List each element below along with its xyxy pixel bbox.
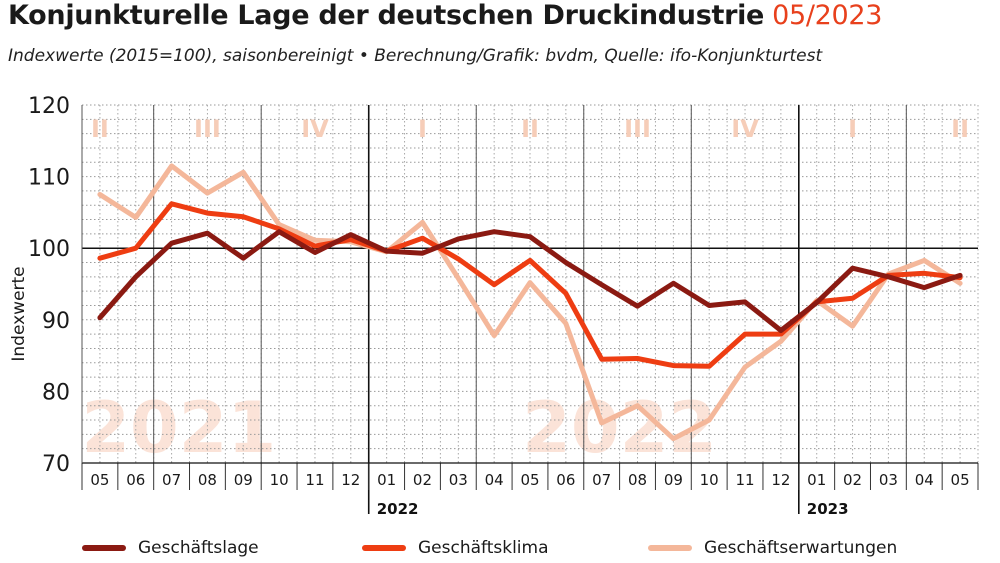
x-tick-label: 02 — [413, 471, 432, 489]
x-tick-label: 04 — [485, 471, 504, 489]
x-tick-label: 05 — [90, 471, 109, 489]
legend-swatch-geschaeftsklima — [362, 545, 406, 551]
legend-label-geschaeftslage: Geschäftslage — [138, 538, 259, 558]
y-tick-label: 80 — [42, 380, 70, 405]
quarter-label: II — [521, 115, 539, 143]
legend-item-geschaeftslage: Geschäftslage — [82, 538, 259, 558]
y-tick-label: 110 — [28, 166, 70, 191]
quarter-label: IV — [301, 115, 329, 143]
legend-label-geschaeftserwartungen: Geschäftserwartungen — [704, 538, 898, 558]
x-tick-label: 02 — [843, 471, 862, 489]
quarter-label: I — [418, 115, 427, 143]
quarter-label: II — [951, 115, 969, 143]
x-tick-label: 11 — [735, 471, 754, 489]
x-tick-label: 03 — [879, 471, 898, 489]
year-watermark-2022: 2022 — [522, 387, 717, 469]
x-tick-label: 07 — [592, 471, 611, 489]
y-axis-label: Indexwerte — [9, 266, 29, 361]
y-tick-label: 90 — [42, 309, 70, 334]
x-tick-label: 05 — [520, 471, 539, 489]
chart-title: Konjunkturelle Lage der deutschen Drucki… — [8, 0, 882, 31]
quarter-label: III — [624, 115, 651, 143]
x-tick-label: 08 — [628, 471, 647, 489]
legend-item-geschaeftsklima: Geschäftsklima — [362, 538, 549, 558]
x-tick-label: 04 — [915, 471, 934, 489]
x-tick-label: 09 — [234, 471, 253, 489]
x-tick-label: 12 — [341, 471, 360, 489]
x-tick-label: 06 — [126, 471, 145, 489]
chart-title-date: 05/2023 — [772, 0, 883, 31]
x-tick-label: 06 — [556, 471, 575, 489]
x-tick-label: 08 — [198, 471, 217, 489]
x-tick-label: 11 — [305, 471, 324, 489]
chart-title-text: Konjunkturelle Lage der deutschen Drucki… — [8, 0, 765, 31]
x-tick-label: 09 — [664, 471, 683, 489]
legend-swatch-geschaeftserwartungen — [648, 545, 692, 551]
chart-subtitle: Indexwerte (2015=100), saisonbereinigt •… — [8, 46, 823, 66]
quarter-label: IV — [731, 115, 759, 143]
quarter-label: I — [848, 115, 857, 143]
x-tick-label: 01 — [377, 471, 396, 489]
x-tick-label: 07 — [162, 471, 181, 489]
legend-item-geschaeftserwartungen: Geschäftserwartungen — [648, 538, 897, 558]
x-tick-label: 05 — [951, 471, 970, 489]
quarter-label: III — [194, 115, 221, 143]
y-tick-label: 120 — [28, 94, 70, 119]
chart-legend: Geschäftslage Geschäftsklima Geschäftser… — [0, 538, 1000, 562]
legend-label-geschaeftsklima: Geschäftsklima — [418, 538, 549, 558]
y-tick-label: 70 — [42, 452, 70, 477]
x-tick-label: 10 — [700, 471, 719, 489]
y-tick-label: 100 — [28, 237, 70, 262]
x-tick-label: 03 — [449, 471, 468, 489]
legend-swatch-geschaeftslage — [82, 545, 126, 551]
x-tick-label: 12 — [771, 471, 790, 489]
year-watermark-2021: 2021 — [81, 387, 276, 469]
year-label-2023: 2023 — [807, 500, 849, 518]
series-line-geschaeftslage — [97, 229, 963, 333]
x-tick-label: 01 — [807, 471, 826, 489]
x-tick-label: 10 — [270, 471, 289, 489]
quarter-label: II — [91, 115, 109, 143]
year-label-2022: 2022 — [377, 500, 419, 518]
